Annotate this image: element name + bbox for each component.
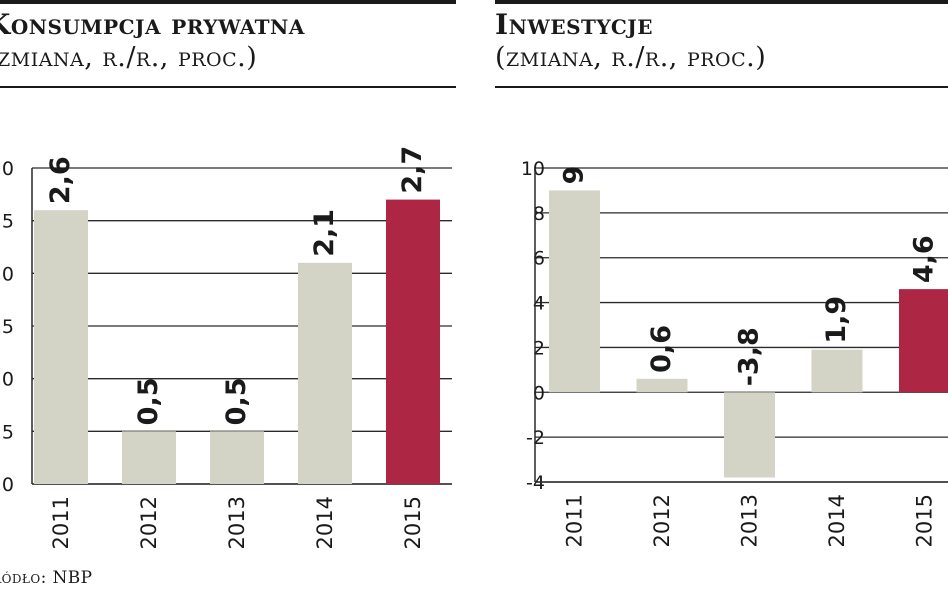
bar <box>298 262 352 484</box>
x-tick-label: 2014 <box>825 494 849 547</box>
y-tick-label: 0,5 <box>0 421 14 443</box>
chart-panel-konsumpcja: Konsumpcja prywatna (zmiana, r./r., proc… <box>0 0 456 593</box>
y-tick-label: 0 <box>533 382 545 404</box>
chart-title: Inwestycje <box>495 8 653 41</box>
bar <box>724 392 775 478</box>
bar <box>122 431 176 484</box>
x-tick-label: 2011 <box>563 494 587 547</box>
y-tick-label: 3,0 <box>0 158 14 180</box>
x-tick-label: 2013 <box>738 494 762 547</box>
bar <box>899 289 948 393</box>
x-tick-label: 2011 <box>49 496 73 549</box>
data-label: 2,6 <box>45 156 76 204</box>
data-label: 0,5 <box>133 377 164 425</box>
bar <box>549 190 600 393</box>
data-label: -3,8 <box>734 327 765 386</box>
bar <box>34 210 88 484</box>
data-label: 2,7 <box>397 146 428 194</box>
y-tick-label: 6 <box>533 248 545 270</box>
y-tick-label: 1,5 <box>0 316 14 338</box>
data-label: 9 <box>559 166 590 185</box>
y-tick-label: 2,5 <box>0 211 14 233</box>
y-tick-label: 1,0 <box>0 369 14 391</box>
x-tick-label: 2014 <box>313 496 337 549</box>
top-rule <box>495 0 948 4</box>
y-tick-label: 10 <box>521 158 545 180</box>
chart-konsumpcja: 0,0 0,5 1,0 1,5 2,0 2,5 3,0 2,6 2011 0,5 2012 0,5 20… <box>0 146 452 549</box>
bar <box>386 199 440 484</box>
y-tick-label: 2 <box>533 337 545 359</box>
chart-panel-inwestycje: Inwestycje (zmiana, r./r., proc.) -4-202… <box>495 0 948 593</box>
data-label: 4,6 <box>909 235 940 283</box>
chart-subtitle: (zmiana, r./r., proc.) <box>495 42 767 73</box>
source-note: Źródło: NBP <box>0 568 93 588</box>
title-rule <box>0 86 456 88</box>
y-tick-label: -4 <box>526 472 545 494</box>
x-tick-label: 2015 <box>913 494 937 547</box>
data-label: 0,5 <box>221 377 252 425</box>
x-tick-label: 2013 <box>225 496 249 549</box>
title-rule <box>495 86 948 88</box>
top-rule <box>0 0 456 4</box>
y-tick-label: 4 <box>533 293 545 315</box>
data-label: 0,6 <box>646 325 677 373</box>
data-label: 2,1 <box>309 209 340 257</box>
y-tick-label: 0,0 <box>0 474 14 496</box>
bar <box>210 431 264 484</box>
x-tick-label: 2015 <box>401 496 425 549</box>
bar <box>636 378 688 393</box>
chart-subtitle: (zmiana, r./r., proc.) <box>0 42 258 73</box>
bar <box>811 349 863 393</box>
x-tick-label: 2012 <box>650 494 674 547</box>
chart-title: Konsumpcja prywatna <box>0 8 305 41</box>
x-tick-label: 2012 <box>137 496 161 549</box>
chart-inwestycje: -4-20246810920110,62012-3,820131,920144,… <box>521 158 948 547</box>
y-tick-label: 8 <box>533 203 545 225</box>
data-label: 1,9 <box>821 296 852 344</box>
y-tick-label: 2,0 <box>0 263 14 285</box>
